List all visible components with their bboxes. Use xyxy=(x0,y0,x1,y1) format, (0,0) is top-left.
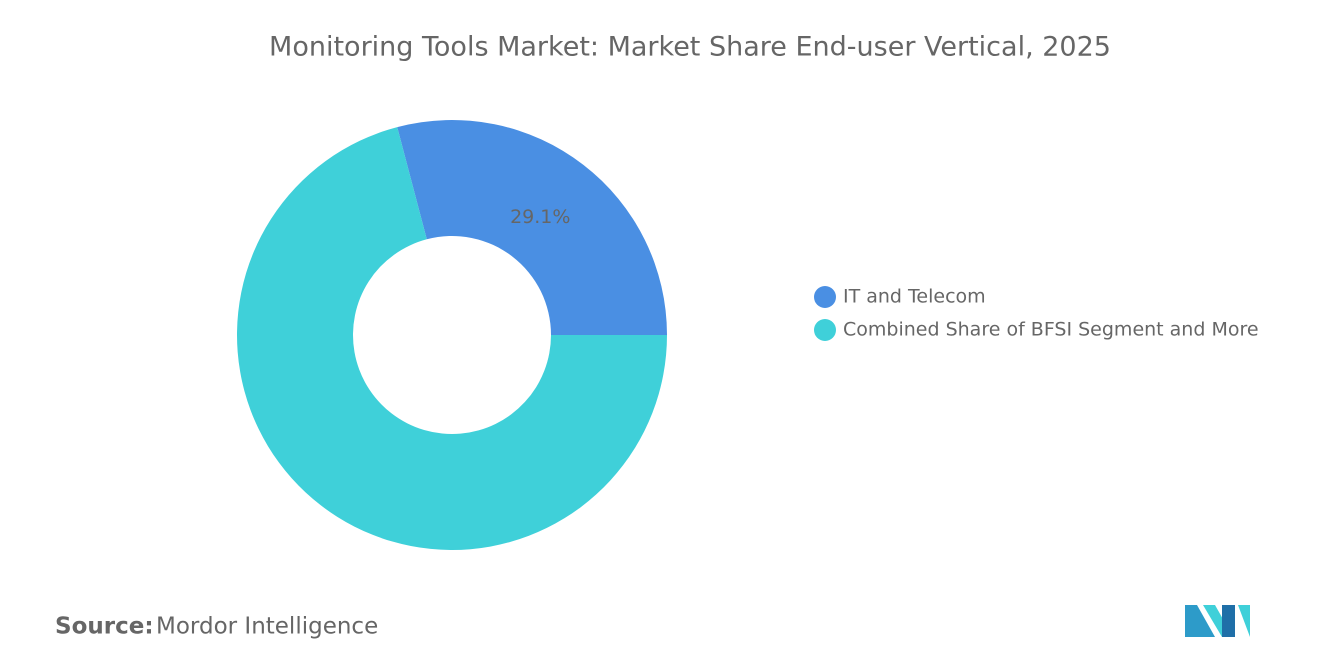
source: Mordor Intelligence xyxy=(156,614,378,640)
logo-shape xyxy=(1238,605,1250,637)
legend-marker xyxy=(814,286,836,308)
logo xyxy=(1185,605,1250,637)
data-label: 29.1% xyxy=(510,206,570,228)
logo-shape xyxy=(1185,605,1215,637)
source-label: Source: xyxy=(55,614,154,640)
legend-label: IT and Telecom xyxy=(843,286,986,308)
legend-marker xyxy=(814,319,836,341)
slice xyxy=(237,127,668,551)
chart-title: Monitoring Tools Market: Market Share En… xyxy=(269,32,1111,63)
logo-shape xyxy=(1222,605,1235,637)
legend-label: Combined Share of BFSI Segment and More xyxy=(843,319,1259,341)
logo-shape xyxy=(1203,605,1228,637)
slice xyxy=(397,119,667,335)
